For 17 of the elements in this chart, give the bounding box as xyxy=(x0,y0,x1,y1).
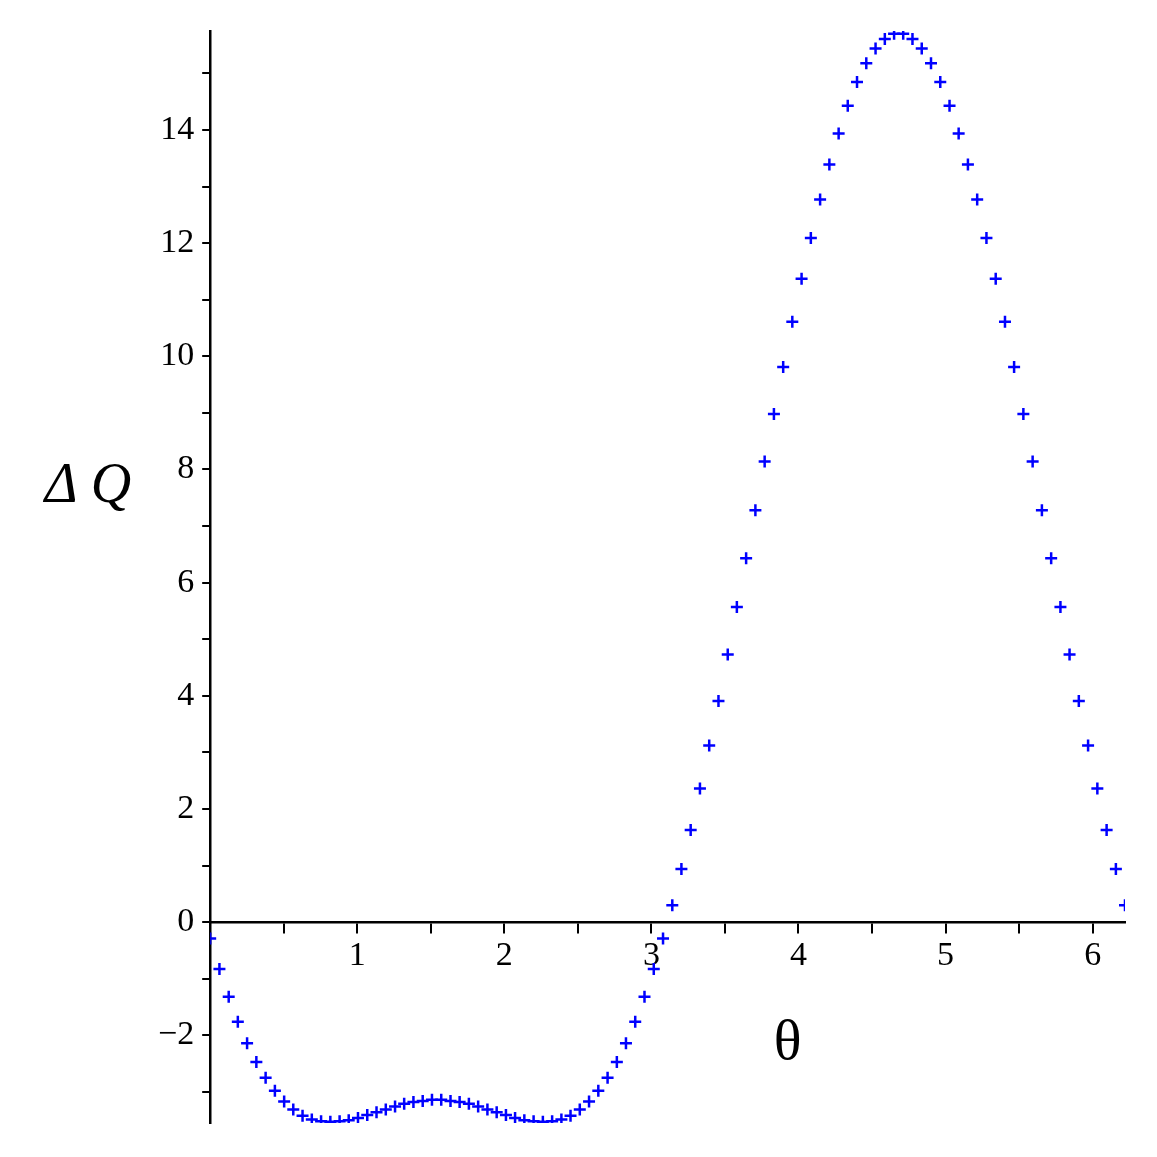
y-axis-title: Δ Q xyxy=(42,451,132,514)
x-tick-label: 2 xyxy=(495,935,513,973)
y-tick-label: 2 xyxy=(177,787,195,825)
y-tick-label: 6 xyxy=(177,561,195,599)
y-tick-label: 14 xyxy=(160,108,195,146)
y-tick-label: 4 xyxy=(177,674,195,712)
y-tick-label: 0 xyxy=(177,901,195,939)
x-axis-title: θ xyxy=(773,1007,802,1073)
x-tick-label: 6 xyxy=(1084,935,1102,973)
y-tick-label: −2 xyxy=(157,1014,195,1052)
x-tick-label: 1 xyxy=(348,935,366,973)
x-tick-label: 3 xyxy=(642,935,660,973)
y-tick-label: 12 xyxy=(160,222,195,260)
x-tick-label: 4 xyxy=(789,935,807,973)
x-tick-label: 5 xyxy=(937,935,955,973)
y-tick-label: 8 xyxy=(177,448,195,486)
y-tick-label: 10 xyxy=(160,335,195,373)
